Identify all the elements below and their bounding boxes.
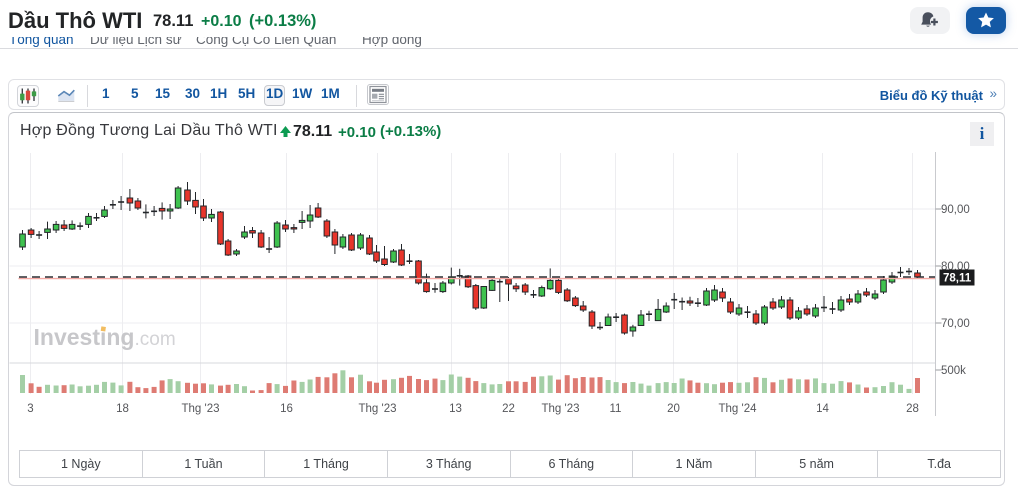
svg-text:13: 13 xyxy=(449,403,462,415)
svg-text:11: 11 xyxy=(609,403,621,415)
svg-text:18: 18 xyxy=(116,403,129,415)
svg-text:Thg '24: Thg '24 xyxy=(718,403,757,415)
svg-text:90,00: 90,00 xyxy=(941,204,970,216)
svg-text:500k: 500k xyxy=(941,365,966,377)
svg-text:14: 14 xyxy=(816,403,829,415)
svg-text:70,00: 70,00 xyxy=(941,318,970,330)
svg-text:Thg '23: Thg '23 xyxy=(181,403,219,415)
svg-text:20: 20 xyxy=(667,403,680,415)
svg-text:28: 28 xyxy=(906,403,919,415)
svg-text:Thg '23: Thg '23 xyxy=(358,403,396,415)
svg-text:22: 22 xyxy=(502,403,515,415)
svg-text:3: 3 xyxy=(27,403,33,415)
svg-text:78,11: 78,11 xyxy=(943,273,972,285)
svg-text:16: 16 xyxy=(280,403,293,415)
svg-text:Thg '23: Thg '23 xyxy=(541,403,579,415)
